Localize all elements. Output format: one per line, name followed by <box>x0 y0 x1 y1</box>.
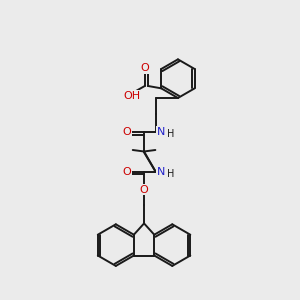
Text: O: O <box>140 63 149 73</box>
Text: H: H <box>167 129 175 139</box>
Text: O: O <box>122 127 131 137</box>
Text: H: H <box>167 169 175 179</box>
Text: O: O <box>122 167 131 177</box>
Text: O: O <box>140 184 148 194</box>
Text: N: N <box>157 167 166 177</box>
Text: N: N <box>157 127 166 137</box>
Text: OH: OH <box>124 92 141 101</box>
